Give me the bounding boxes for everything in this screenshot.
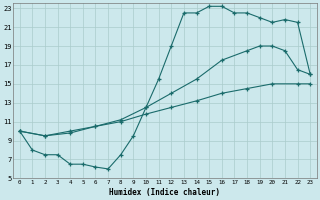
X-axis label: Humidex (Indice chaleur): Humidex (Indice chaleur) (109, 188, 220, 197)
